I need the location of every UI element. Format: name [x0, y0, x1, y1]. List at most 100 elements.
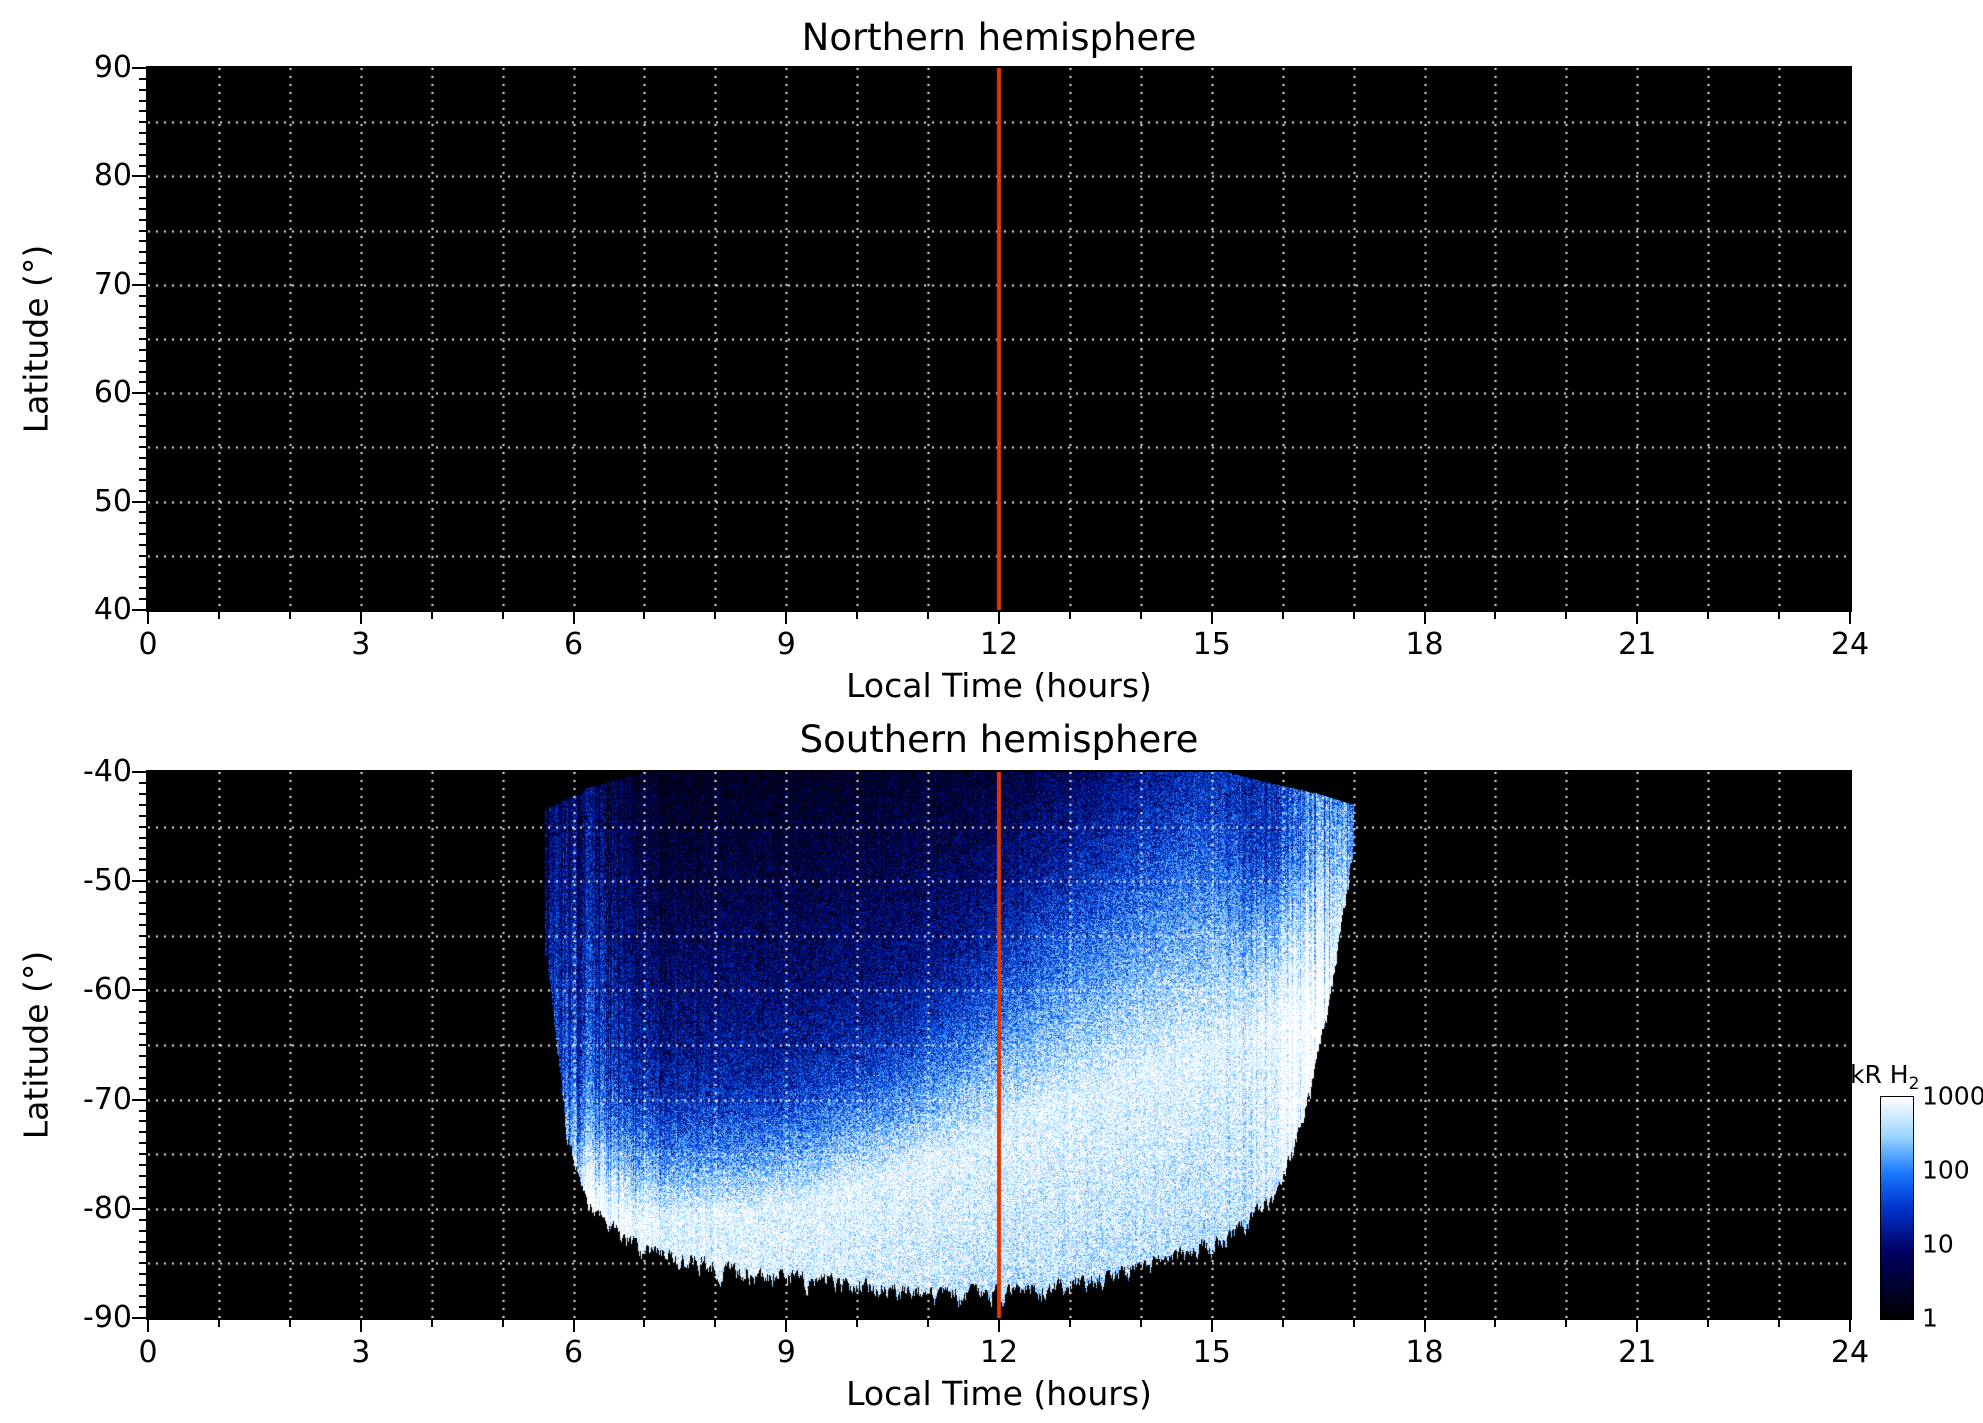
x-major-tick	[1423, 1320, 1426, 1332]
y-minor-tick	[139, 424, 146, 427]
x-tick-label: 18	[1405, 1335, 1444, 1370]
x-minor-tick	[1778, 612, 1781, 619]
x-minor-tick	[501, 612, 504, 619]
colorbar-title-sub: 2	[1908, 1074, 1920, 1094]
x-minor-tick	[1139, 612, 1142, 619]
y-major-tick	[132, 175, 146, 178]
y-minor-tick	[139, 132, 146, 135]
x-minor-tick	[1281, 1320, 1284, 1327]
y-minor-tick	[139, 781, 146, 784]
y-tick-label: -80	[83, 1190, 132, 1226]
y-minor-tick	[139, 587, 146, 590]
x-tick-label: 21	[1618, 627, 1657, 662]
x-major-tick	[1849, 1320, 1851, 1332]
y-tick-label: -70	[83, 1081, 132, 1117]
y-tick-label: 50	[93, 483, 132, 519]
x-major-tick	[1423, 612, 1426, 624]
x-tick-label: 0	[138, 627, 158, 662]
y-minor-tick	[139, 1120, 146, 1123]
y-major-tick	[132, 67, 146, 69]
x-minor-tick	[714, 1320, 717, 1327]
y-minor-tick	[139, 533, 146, 536]
y-minor-tick	[139, 272, 146, 275]
y-minor-tick	[139, 1142, 146, 1145]
y-major-tick	[132, 609, 146, 611]
y-minor-tick	[139, 77, 146, 80]
x-minor-tick	[1565, 1320, 1568, 1327]
y-minor-tick	[139, 1229, 146, 1232]
y-minor-tick	[139, 1251, 146, 1254]
y-minor-tick	[139, 1044, 146, 1046]
x-major-tick	[359, 1320, 362, 1332]
x-minor-tick	[643, 612, 646, 619]
y-minor-tick	[139, 381, 146, 384]
y-minor-tick	[139, 1164, 146, 1167]
colorbar-tick-label: 100	[1922, 1155, 1970, 1185]
y-minor-tick	[139, 1218, 146, 1221]
y-minor-tick	[139, 251, 146, 254]
y-tick-label: -50	[83, 863, 132, 899]
colorbar-title-text: kR H	[1850, 1060, 1909, 1089]
colorbar-tick-label: 1	[1922, 1303, 1938, 1333]
y-minor-tick	[139, 1262, 146, 1265]
south-plot-canvas	[148, 772, 1850, 1318]
y-minor-tick	[139, 489, 146, 492]
y-tick-label: 90	[93, 50, 132, 85]
y-major-tick	[132, 1098, 146, 1101]
x-minor-tick	[1565, 612, 1568, 619]
y-minor-tick	[139, 1022, 146, 1025]
y-minor-tick	[139, 858, 146, 861]
y-minor-tick	[139, 327, 146, 330]
y-minor-tick	[139, 262, 146, 265]
y-minor-tick	[139, 1076, 146, 1079]
x-minor-tick	[501, 1320, 504, 1327]
x-tick-label: 9	[776, 627, 796, 662]
y-tick-label: 40	[93, 592, 132, 627]
y-minor-tick	[139, 967, 146, 970]
y-minor-tick	[139, 836, 146, 839]
x-major-tick	[1849, 612, 1851, 624]
y-minor-tick	[139, 305, 146, 308]
y-minor-tick	[139, 1087, 146, 1090]
y-minor-tick	[139, 457, 146, 460]
x-major-tick	[572, 1320, 575, 1332]
y-minor-tick	[139, 338, 146, 340]
y-minor-tick	[139, 1306, 146, 1309]
y-minor-tick	[139, 197, 146, 200]
x-major-tick	[1636, 612, 1639, 624]
y-minor-tick	[139, 403, 146, 406]
x-minor-tick	[643, 1320, 646, 1327]
y-minor-tick	[139, 814, 146, 817]
y-minor-tick	[139, 359, 146, 362]
y-minor-tick	[139, 1109, 146, 1112]
x-tick-label: 15	[1192, 627, 1231, 662]
y-minor-tick	[139, 99, 146, 102]
x-minor-tick	[217, 612, 220, 619]
x-tick-label: 3	[351, 1335, 371, 1370]
x-major-tick	[359, 612, 362, 624]
x-tick-label: 3	[351, 627, 371, 662]
y-minor-tick	[139, 218, 146, 221]
x-minor-tick	[927, 1320, 930, 1327]
y-minor-tick	[139, 1240, 146, 1243]
x-tick-label: 6	[563, 1335, 584, 1370]
panel-title-south: Southern hemisphere	[799, 718, 1199, 761]
x-major-tick	[572, 612, 575, 624]
panel-title-north: Northern hemisphere	[801, 16, 1197, 59]
x-minor-tick	[1707, 1320, 1710, 1327]
x-minor-tick	[217, 1320, 220, 1327]
y-major-tick	[132, 989, 146, 992]
x-tick-label: 6	[563, 627, 584, 662]
x-tick-label: 24	[1830, 1335, 1870, 1370]
y-tick-label: 60	[93, 375, 132, 411]
x-major-tick	[785, 612, 788, 624]
x-minor-tick	[430, 612, 433, 619]
y-minor-tick	[139, 511, 146, 514]
y-minor-tick	[139, 1153, 146, 1156]
y-minor-tick	[139, 1131, 146, 1134]
x-minor-tick	[856, 1320, 859, 1327]
y-minor-tick	[139, 164, 146, 167]
y-minor-tick	[139, 435, 146, 438]
x-major-tick	[1210, 612, 1213, 624]
